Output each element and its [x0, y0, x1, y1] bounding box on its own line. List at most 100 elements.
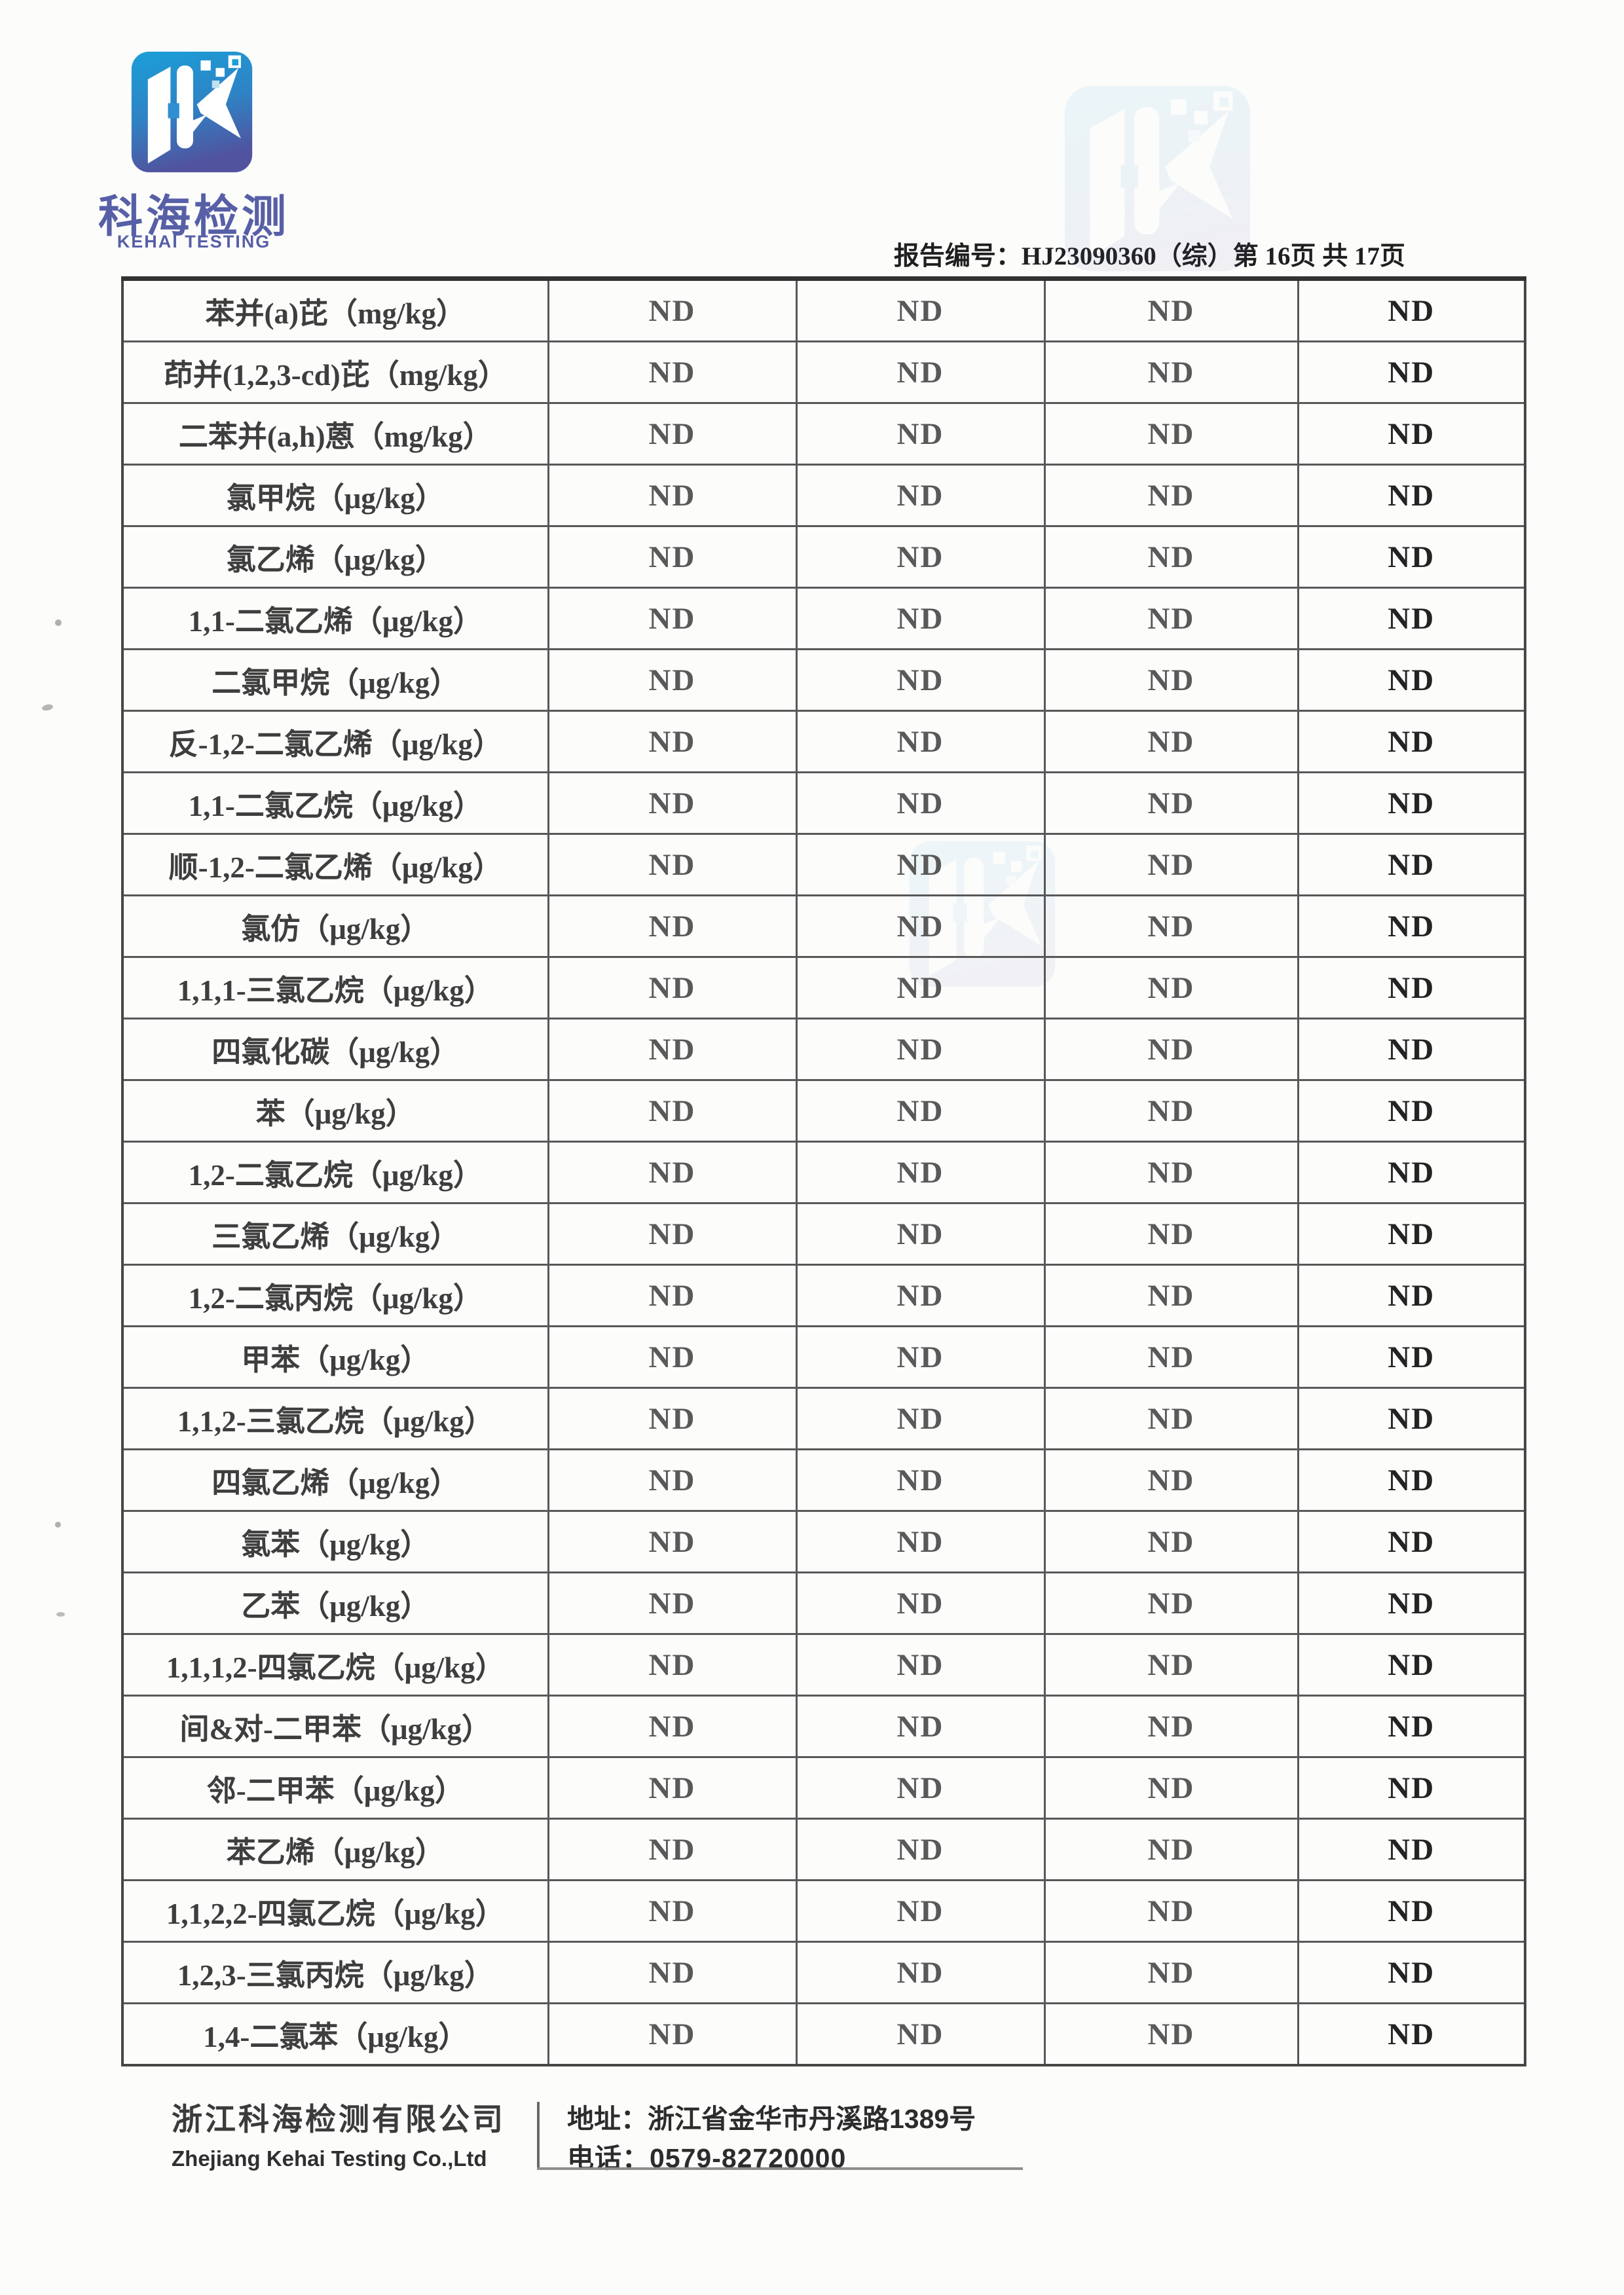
result-value-cell: ND: [1297, 1202, 1526, 1266]
parameter-name-cell: 二氯甲烷（μg/kg）: [121, 648, 549, 712]
result-value-cell: ND: [1043, 2002, 1299, 2066]
result-value-cell: ND: [795, 1633, 1046, 1697]
result-value-cell: ND: [1297, 278, 1526, 342]
result-value-cell: ND: [1297, 1879, 1526, 1943]
table-row: 1,1,2,2-四氯乙烷（μg/kg） ND ND ND ND: [121, 1879, 1526, 1943]
result-value-cell: ND: [795, 1202, 1046, 1266]
table-row: 1,1,1,2-四氯乙烷（μg/kg） ND ND ND ND: [121, 1633, 1526, 1697]
parameter-name-cell: 苯乙烯（μg/kg）: [121, 1818, 549, 1881]
result-value-cell: ND: [547, 894, 798, 958]
result-value-cell: ND: [1043, 1818, 1299, 1881]
parameter-name-cell: 1,1,1-三氯乙烷（μg/kg）: [121, 956, 549, 1019]
table-row: 氯甲烷（μg/kg） ND ND ND ND: [121, 464, 1526, 527]
result-value-cell: ND: [795, 833, 1046, 896]
result-value-cell: ND: [795, 1079, 1046, 1143]
scan-speck: [41, 703, 54, 712]
parameter-name-cell: 1,1,1,2-四氯乙烷（μg/kg）: [121, 1633, 549, 1697]
result-value-cell: ND: [1297, 340, 1526, 404]
parameter-name-cell: 顺-1,2-二氯乙烯（μg/kg）: [121, 833, 549, 896]
result-value-cell: ND: [1043, 956, 1299, 1019]
result-value-cell: ND: [795, 1018, 1046, 1081]
table-row: 1,2,3-三氯丙烷（μg/kg） ND ND ND ND: [121, 1941, 1526, 2004]
result-value-cell: ND: [795, 1879, 1046, 1943]
result-value-cell: ND: [1297, 1264, 1526, 1327]
result-value-cell: ND: [795, 771, 1046, 835]
table-row: 四氯化碳（μg/kg） ND ND ND ND: [121, 1018, 1526, 1081]
result-value-cell: ND: [795, 1325, 1046, 1389]
result-value-cell: ND: [795, 1264, 1046, 1327]
result-value-cell: ND: [1297, 710, 1526, 773]
result-value-cell: ND: [1043, 1325, 1299, 1389]
result-value-cell: ND: [1297, 402, 1526, 466]
brand-name-en: KEHAI TESTING: [117, 232, 271, 251]
result-value-cell: ND: [1043, 1387, 1299, 1450]
result-value-cell: ND: [547, 648, 798, 712]
result-value-cell: ND: [1043, 648, 1299, 712]
result-value-cell: ND: [547, 1079, 798, 1143]
result-value-cell: ND: [1043, 710, 1299, 773]
result-value-cell: ND: [547, 1510, 798, 1573]
report-number-line: 报告编号：HJ23090360（综）第 16页 共 17页: [893, 242, 1405, 270]
result-value-cell: ND: [547, 1941, 798, 2004]
table-row: 苯并(a)芘（mg/kg） ND ND ND ND: [121, 278, 1526, 342]
parameter-name-cell: 1,1-二氯乙烷（μg/kg）: [121, 771, 549, 835]
result-value-cell: ND: [547, 1756, 798, 1820]
result-value-cell: ND: [795, 464, 1046, 527]
result-value-cell: ND: [1297, 894, 1526, 958]
result-value-cell: ND: [1297, 833, 1526, 896]
result-value-cell: ND: [1043, 1571, 1299, 1635]
table-row: 茚并(1,2,3-cd)芘（mg/kg） ND ND ND ND: [121, 340, 1526, 404]
result-value-cell: ND: [1297, 464, 1526, 527]
footer-company-name-cn: 浙江科海检测有限公司: [172, 2102, 506, 2137]
parameter-name-cell: 1,2,3-三氯丙烷（μg/kg）: [121, 1941, 549, 2004]
result-value-cell: ND: [795, 587, 1046, 650]
result-value-cell: ND: [795, 648, 1046, 712]
result-value-cell: ND: [1043, 402, 1299, 466]
result-value-cell: ND: [1297, 1325, 1526, 1389]
table-row: 氯仿（μg/kg） ND ND ND ND: [121, 894, 1526, 958]
table-row: 二氯甲烷（μg/kg） ND ND ND ND: [121, 648, 1526, 712]
parameter-name-cell: 氯甲烷（μg/kg）: [121, 464, 549, 527]
result-value-cell: ND: [1297, 956, 1526, 1019]
parameter-name-cell: 氯苯（μg/kg）: [121, 1510, 549, 1573]
parameter-name-cell: 间&对-二甲苯（μg/kg）: [121, 1695, 549, 1758]
result-value-cell: ND: [1043, 894, 1299, 958]
scan-speck: [55, 619, 62, 626]
parameter-name-cell: 二苯并(a,h)蒽（mg/kg）: [121, 402, 549, 466]
result-value-cell: ND: [1043, 1510, 1299, 1573]
result-value-cell: ND: [795, 1141, 1046, 1204]
result-value-cell: ND: [1043, 1695, 1299, 1758]
result-value-cell: ND: [1043, 1941, 1299, 2004]
result-value-cell: ND: [795, 1695, 1046, 1758]
parameter-name-cell: 1,2-二氯丙烷（μg/kg）: [121, 1264, 549, 1327]
footer-divider: [537, 2102, 540, 2169]
result-value-cell: ND: [795, 1941, 1046, 2004]
result-value-cell: ND: [1297, 1510, 1526, 1573]
result-value-cell: ND: [1297, 1448, 1526, 1512]
result-value-cell: ND: [795, 1387, 1046, 1450]
table-row: 邻-二甲苯（μg/kg） ND ND ND ND: [121, 1756, 1526, 1820]
result-value-cell: ND: [795, 1510, 1046, 1573]
result-value-cell: ND: [1043, 1756, 1299, 1820]
result-value-cell: ND: [1297, 1818, 1526, 1881]
parameter-name-cell: 四氯乙烯（μg/kg）: [121, 1448, 549, 1512]
result-value-cell: ND: [547, 1018, 798, 1081]
table-row: 1,1-二氯乙烯（μg/kg） ND ND ND ND: [121, 587, 1526, 650]
result-value-cell: ND: [795, 710, 1046, 773]
result-value-cell: ND: [1043, 278, 1299, 342]
result-value-cell: ND: [1297, 1079, 1526, 1143]
result-value-cell: ND: [1297, 648, 1526, 712]
result-value-cell: ND: [547, 1879, 798, 1943]
result-value-cell: ND: [795, 402, 1046, 466]
result-value-cell: ND: [795, 2002, 1046, 2066]
parameter-name-cell: 苯（μg/kg）: [121, 1079, 549, 1143]
parameter-name-cell: 三氯乙烯（μg/kg）: [121, 1202, 549, 1266]
table-row: 1,1,1-三氯乙烷（μg/kg） ND ND ND ND: [121, 956, 1526, 1019]
result-value-cell: ND: [1043, 1448, 1299, 1512]
kehai-logo-icon: [126, 49, 257, 175]
result-value-cell: ND: [1043, 1264, 1299, 1327]
table-row: 顺-1,2-二氯乙烯（μg/kg） ND ND ND ND: [121, 833, 1526, 896]
table-row: 间&对-二甲苯（μg/kg） ND ND ND ND: [121, 1695, 1526, 1758]
result-value-cell: ND: [1297, 525, 1526, 589]
